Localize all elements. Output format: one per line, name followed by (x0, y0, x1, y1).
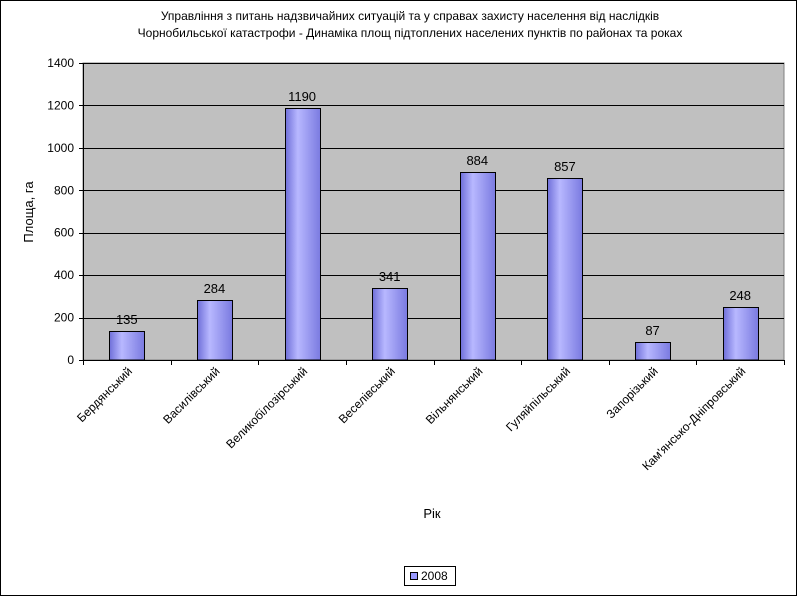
data-label: 87 (645, 323, 659, 338)
y-tick-label: 1000 (47, 141, 74, 155)
chart-title-line: Управління з питань надзвичайних ситуаці… (161, 9, 659, 23)
bar (635, 342, 671, 361)
legend-series-name: 2008 (421, 569, 448, 583)
bar (197, 300, 233, 361)
x-category-label: Гуляйпільський (503, 364, 573, 434)
y-tick-label: 0 (67, 353, 74, 367)
x-category-label: Кам'янсько-Дніпровський (639, 364, 748, 473)
data-label: 341 (379, 269, 401, 284)
y-tick-label: 1400 (47, 56, 74, 70)
x-category-label: Веселівський (336, 364, 398, 426)
x-category-label: Великобілозірський (223, 364, 310, 451)
bar (109, 331, 145, 361)
x-category-label: Запорізький (604, 364, 661, 421)
plot-area (82, 62, 785, 361)
y-axis-title: Площа, га (21, 181, 36, 243)
y-tick-labels: 0 200 400 600 800 1000 1200 1400 (47, 56, 74, 367)
x-category-label: Бердянський (74, 364, 135, 425)
bar (547, 178, 583, 361)
bars (109, 108, 759, 361)
legend-box (404, 566, 456, 586)
y-tick-label: 400 (54, 268, 74, 282)
x-category-labels: Бердянський Василівський Великобілозірськи… (74, 364, 748, 473)
data-label: 1190 (288, 89, 316, 104)
bar (285, 108, 321, 361)
legend-swatch (410, 572, 418, 580)
chart-title-line: Чорнобильської катастрофи - Динаміка пло… (138, 26, 683, 40)
x-axis-title: Рік (423, 506, 441, 521)
bar (372, 288, 408, 361)
bar (723, 307, 759, 361)
x-category-label: Вільнянський (423, 364, 486, 427)
legend: 2008 (404, 566, 456, 586)
data-label: 884 (466, 153, 488, 168)
axes (79, 63, 785, 365)
bar (460, 172, 496, 361)
y-tick-label: 200 (54, 311, 74, 325)
data-label: 248 (729, 288, 751, 303)
y-tick-label: 800 (54, 183, 74, 197)
data-label: 857 (554, 159, 576, 174)
y-tick-label: 600 (54, 226, 74, 240)
data-label: 284 (204, 281, 226, 296)
chart-title: Управління з питань надзвичайних ситуаці… (138, 9, 683, 40)
y-tick-label: 1200 (47, 98, 74, 112)
data-labels: 135 284 1190 341 884 857 87 248 (116, 89, 751, 338)
x-category-label: Василівський (160, 364, 222, 426)
data-label: 135 (116, 312, 138, 327)
